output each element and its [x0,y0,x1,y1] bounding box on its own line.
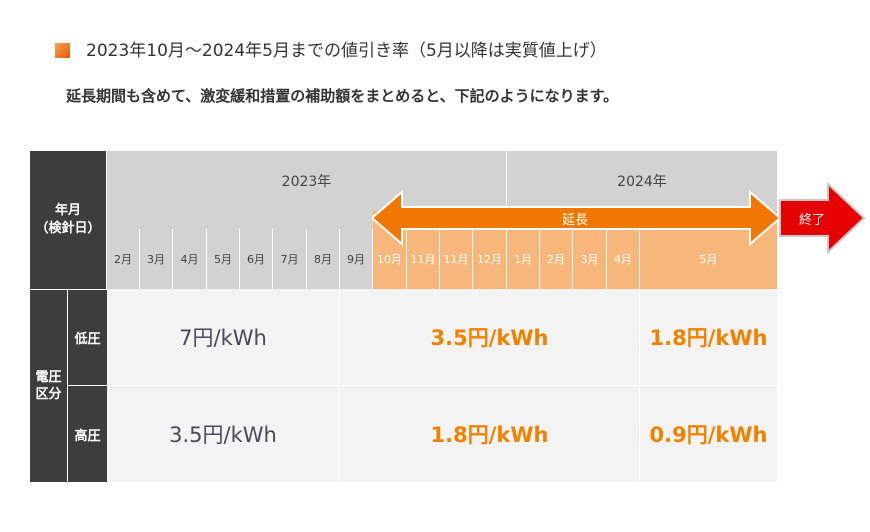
month-header: 9月 [340,229,373,289]
voltage-label-line1: 電圧 [35,370,62,385]
month-label: 5月 [214,253,232,266]
month-header: 4月 [607,229,640,289]
month-label: 4月 [614,253,632,266]
value-text: 7円/kWh [179,326,267,350]
month-header: 11月 [440,229,473,289]
month-label: 10月 [377,253,402,266]
page-title: 2023年10月～2024年5月までの値引き率（5月以降は実質値上げ） [86,41,607,61]
month-label: 8月 [314,253,332,266]
end-label-text: 終了 [798,212,825,228]
month-header: 3月 [140,229,173,289]
month-header: 2月 [540,229,573,289]
row-label-low-voltage: 低圧 [67,289,107,385]
month-label: 11月 [410,253,436,266]
extension-arrow-shape [372,190,780,246]
value-text: 1.8円/kWh [430,423,549,447]
month-label: 4月 [180,253,199,266]
voltage-group-header: 電圧 区分 [30,289,67,482]
page-subtitle: 延長期間も含めて、激変緩和措置の補助額をまとめると、下記のようになります。 [66,87,619,105]
row-label: 低圧 [74,332,101,347]
high-voltage-value-period3: 0.9円/kWh [640,385,777,482]
month-label: 3月 [147,253,165,266]
end-label: 終了 [784,207,840,229]
month-header: 2月 [107,229,140,289]
month-label: 5月 [699,253,718,266]
year-header-2024: 2024年 [507,151,777,211]
month-header: 8月 [307,229,340,289]
year-label: 2023年 [281,174,332,190]
month-label: 3月 [580,253,599,266]
title-bullet-square [55,43,70,58]
month-label: 2月 [114,253,132,266]
value-text: 3.5円/kWh [169,423,277,447]
month-label: 11月 [443,253,469,266]
year-label: 2024年 [617,174,667,190]
row-label: 高圧 [74,428,101,444]
month-header: 11月 [407,229,440,289]
month-header: 5月 [207,229,240,289]
high-voltage-value-period2: 1.8円/kWh [340,385,640,482]
month-header: 10月 [373,229,407,289]
extension-label-text: 延長 [561,212,588,228]
month-header: 3月 [573,229,607,289]
value-text: 3.5円/kWh [430,326,549,350]
month-label: 1月 [514,253,532,266]
corner-label-line2: （検針日） [35,221,101,236]
extension-label: 延長 [500,207,650,229]
voltage-label-line2: 区分 [35,387,62,402]
month-header: 1月 [507,229,540,289]
month-header: 6月 [240,229,273,289]
month-header: 12月 [473,229,507,289]
month-label: 2月 [547,253,565,266]
end-arrow-shape [779,182,866,254]
corner-header: 年月 （検針日） [30,151,107,289]
corner-label-line1: 年月 [54,203,81,218]
value-text: 1.8円/kWh [649,326,768,350]
extension-double-arrow [372,190,780,246]
end-arrow [779,182,866,254]
low-voltage-value-period2: 3.5円/kWh [340,289,640,385]
month-label: 7月 [280,253,299,266]
row-label-high-voltage: 高圧 [67,385,107,482]
high-voltage-value-period1: 3.5円/kWh [107,385,340,482]
month-label: 6月 [247,253,265,266]
year-header-2023: 2023年 [107,151,507,211]
value-text: 0.9円/kWh [649,423,768,447]
low-voltage-value-period3: 1.8円/kWh [640,289,777,385]
low-voltage-value-period1: 7円/kWh [107,289,340,385]
month-label: 12月 [477,253,502,266]
month-label: 9月 [347,253,365,266]
month-header: 7月 [273,229,307,289]
month-header: 4月 [173,229,207,289]
